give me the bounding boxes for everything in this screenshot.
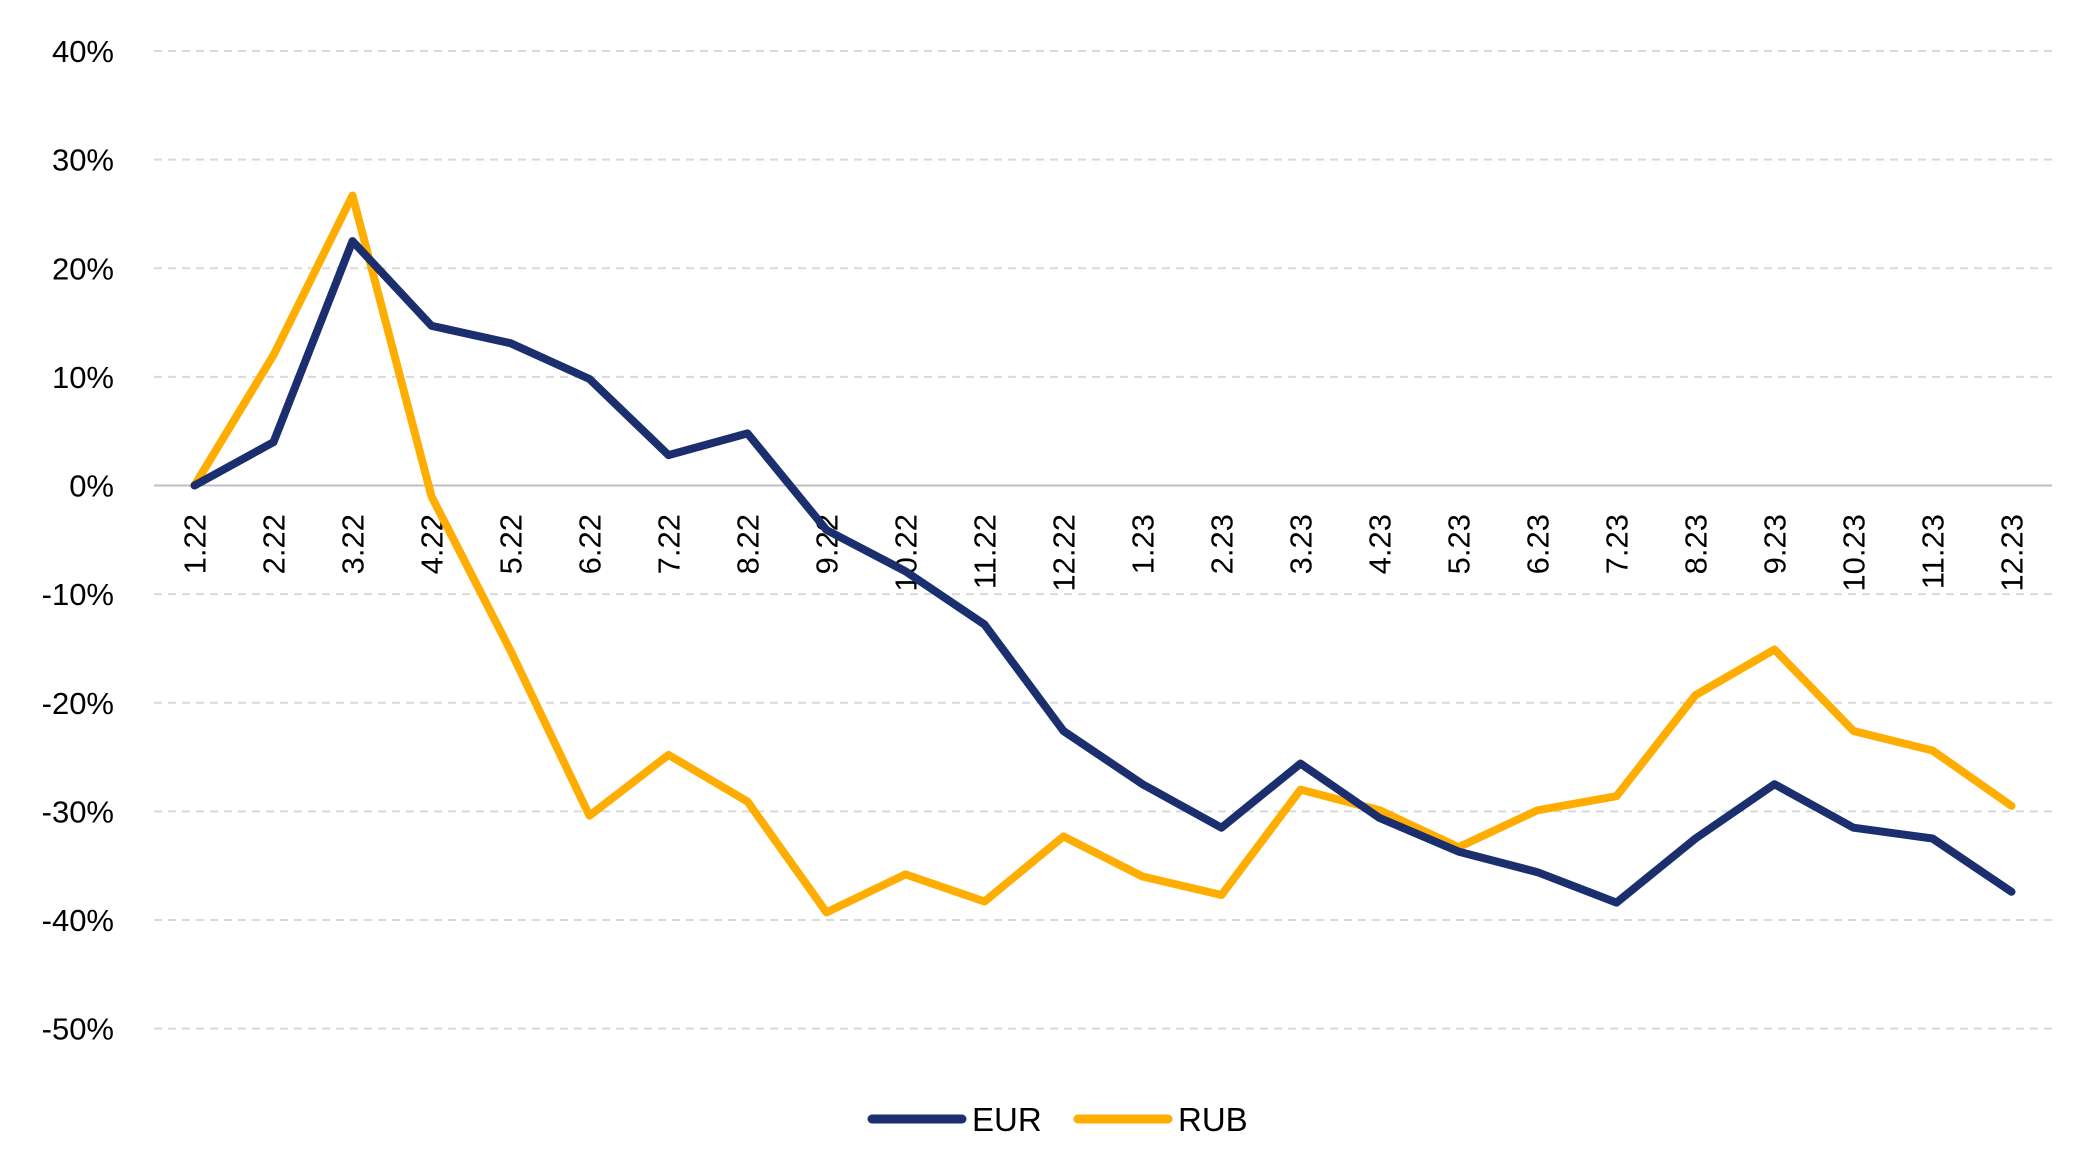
y-tick-label: 20% bbox=[52, 251, 114, 286]
series-line-rub bbox=[190, 191, 2016, 917]
legend-label: RUB bbox=[1178, 1101, 1248, 1138]
x-tick-label: 5.23 bbox=[1442, 514, 1477, 574]
x-tick-label: 6.23 bbox=[1521, 514, 1556, 574]
y-tick-label: 30% bbox=[52, 143, 114, 178]
legend: EUR RUB bbox=[867, 1101, 1248, 1138]
y-tick-label: -30% bbox=[42, 794, 114, 829]
series-line-eur bbox=[190, 237, 2016, 907]
x-tick-label: 1.23 bbox=[1126, 514, 1161, 574]
x-tick-label: 4.23 bbox=[1363, 514, 1398, 574]
y-tick-label: 0% bbox=[69, 469, 114, 504]
x-tick-label: 7.23 bbox=[1600, 514, 1635, 574]
legend-item-rub: RUB bbox=[1073, 1101, 1248, 1138]
x-tick-label: 3.22 bbox=[336, 514, 371, 574]
x-tick-label: 9.22 bbox=[810, 514, 845, 574]
x-tick-label: 12.23 bbox=[1995, 514, 2030, 592]
x-tick-label: 1.22 bbox=[178, 514, 213, 574]
y-axis-ticks: 40% 30% 20% 10% 0% -10% -20% -30% -40% -50% bbox=[42, 34, 114, 1047]
y-tick-label: -50% bbox=[42, 1012, 114, 1047]
y-tick-label: -20% bbox=[42, 686, 114, 721]
y-tick-label: 40% bbox=[52, 34, 114, 69]
x-tick-label: 8.23 bbox=[1679, 514, 1714, 574]
x-tick-label: 11.23 bbox=[1916, 514, 1951, 589]
series-lines bbox=[190, 191, 2016, 917]
x-axis-ticks: 1.22 2.22 3.22 4.22 5.22 6.22 7.22 8.22 9.22 10.2… bbox=[178, 514, 2030, 592]
x-tick-label: 8.22 bbox=[731, 514, 766, 574]
y-tick-label: 10% bbox=[52, 360, 114, 395]
x-tick-label: 11.22 bbox=[968, 514, 1003, 589]
legend-item-eur: EUR bbox=[867, 1101, 1042, 1138]
x-tick-label: 9.23 bbox=[1758, 514, 1793, 574]
y-tick-label: -40% bbox=[42, 903, 114, 938]
x-tick-label: 12.22 bbox=[1047, 514, 1082, 592]
legend-label: EUR bbox=[972, 1101, 1042, 1138]
x-tick-label: 10.23 bbox=[1837, 514, 1872, 592]
x-tick-label: 3.23 bbox=[1284, 514, 1319, 574]
x-tick-label: 6.22 bbox=[573, 514, 608, 574]
x-tick-label: 2.22 bbox=[257, 514, 292, 574]
x-tick-label: 2.23 bbox=[1205, 514, 1240, 574]
x-tick-label: 7.22 bbox=[652, 514, 687, 574]
y-tick-label: -10% bbox=[42, 577, 114, 612]
x-tick-label: 5.22 bbox=[494, 514, 529, 574]
